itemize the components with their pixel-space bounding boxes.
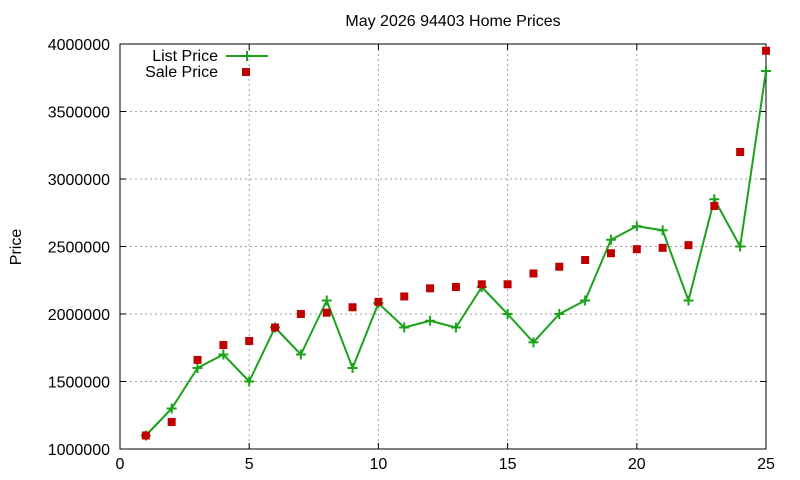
list-price-point xyxy=(631,221,642,232)
y-tick-label: 1000000 xyxy=(48,442,110,459)
sale-price-point xyxy=(400,292,409,301)
sale-price-point xyxy=(374,297,383,306)
y-tick-label: 4000000 xyxy=(48,37,110,54)
sale-price-point xyxy=(348,303,357,312)
sale-price-point xyxy=(684,241,693,250)
legend-item-sale-price: Sale Price xyxy=(145,64,250,81)
sale-price-point xyxy=(606,249,615,258)
sale-price-point xyxy=(581,256,590,264)
legend-label: Sale Price xyxy=(145,64,218,81)
y-tick-label: 2500000 xyxy=(48,240,110,257)
sale-price-point xyxy=(245,337,254,345)
sale-price-point xyxy=(477,280,486,289)
list-price-point xyxy=(580,295,591,306)
list-price-point xyxy=(192,363,203,373)
y-tick-label: 3000000 xyxy=(48,172,110,189)
sale-price-point xyxy=(141,431,150,440)
sale-price-point xyxy=(762,46,770,55)
sale-price-point xyxy=(451,283,460,291)
sale-price-point xyxy=(271,323,280,332)
y-axis-label: Price xyxy=(8,229,25,266)
x-tick-label: 15 xyxy=(499,456,517,473)
y-tick-label: 3500000 xyxy=(48,105,110,122)
list-price-point xyxy=(218,349,229,360)
sale-price-point xyxy=(296,310,305,318)
x-tick-label: 25 xyxy=(757,456,775,473)
sale-price-point xyxy=(503,280,512,289)
list-price-point xyxy=(761,66,771,76)
legend-marker xyxy=(242,68,250,76)
sale-price-point xyxy=(710,202,719,210)
sale-price-series xyxy=(141,46,770,440)
sale-price-point xyxy=(632,245,641,254)
x-tick-label: 10 xyxy=(370,456,388,473)
sale-price-point xyxy=(426,284,435,293)
list-price-point xyxy=(502,309,513,319)
list-price-point xyxy=(425,315,436,326)
x-tick-label: 20 xyxy=(628,456,646,473)
legend-item-list-price: List Price xyxy=(152,48,268,65)
y-tick-label: 1500000 xyxy=(48,375,110,392)
list-price-point xyxy=(605,234,616,245)
list-price-point xyxy=(244,376,255,387)
list-price-point xyxy=(166,403,177,414)
list-price-point xyxy=(528,337,539,348)
legend-label: List Price xyxy=(152,48,218,65)
sale-price-point xyxy=(529,269,538,278)
list-price-line xyxy=(145,70,767,437)
sale-price-point xyxy=(555,262,564,271)
x-tick-label: 5 xyxy=(245,456,254,473)
list-price-point xyxy=(735,241,746,252)
sale-price-point xyxy=(193,355,202,364)
sale-price-point xyxy=(219,341,228,350)
list-price-point xyxy=(683,295,694,306)
x-axis-ticks: 0 5 10 15 20 25 xyxy=(116,44,775,473)
list-price-point xyxy=(399,322,410,333)
list-price-point xyxy=(321,295,332,306)
list-price-point xyxy=(347,363,358,373)
legend-marker xyxy=(242,51,252,61)
list-price-series xyxy=(140,66,771,441)
sale-price-point xyxy=(736,148,745,156)
x-tick-label: 0 xyxy=(116,456,125,473)
sale-price-point xyxy=(322,308,331,317)
list-price-point xyxy=(657,225,668,236)
chart-title: May 2026 94403 Home Prices xyxy=(345,13,560,30)
series xyxy=(140,46,771,441)
list-price-point xyxy=(450,322,461,333)
y-axis-ticks: 1000000 1500000 2000000 2500000 3000000 35000… xyxy=(48,37,766,459)
list-price-point xyxy=(295,349,306,360)
sale-price-point xyxy=(167,418,176,426)
sale-price-point xyxy=(658,243,667,252)
y-tick-label: 2000000 xyxy=(48,307,110,324)
list-price-point xyxy=(554,309,565,319)
